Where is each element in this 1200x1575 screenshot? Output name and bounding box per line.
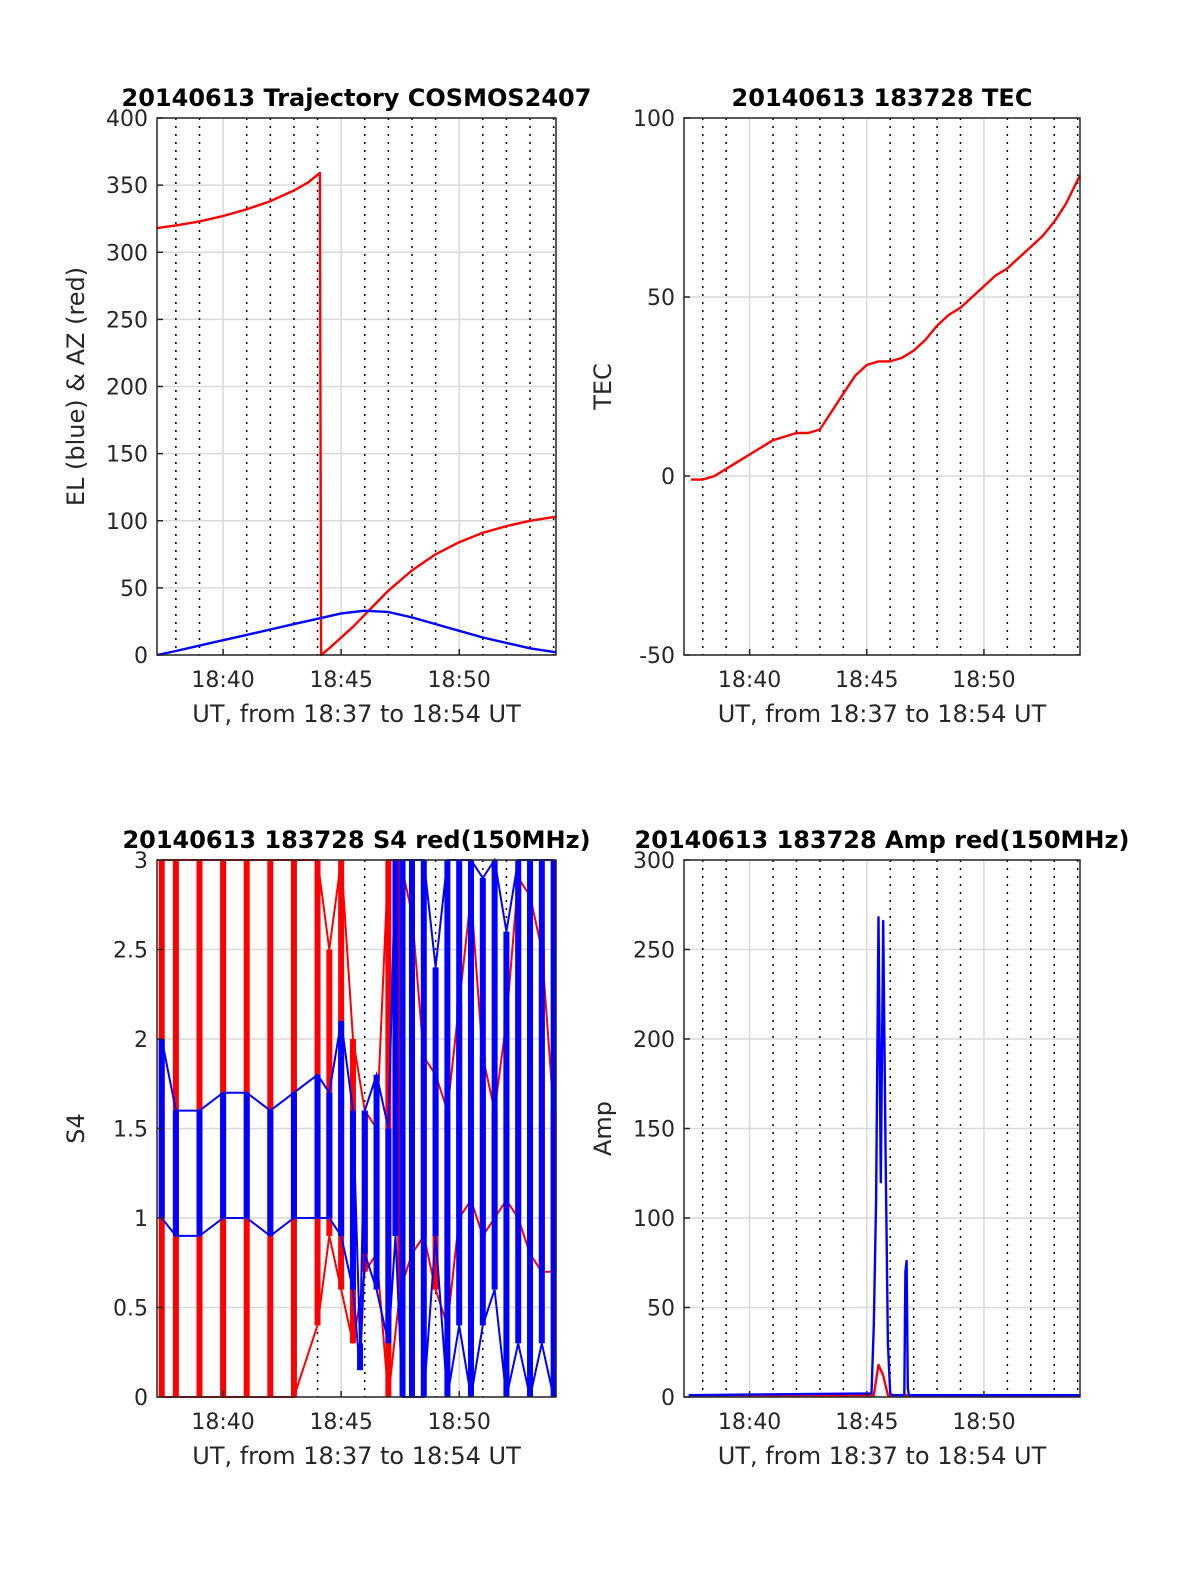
y-axis-label: S4 <box>62 1113 90 1144</box>
data-range-bar <box>314 1074 321 1218</box>
y-tick-label: 200 <box>106 376 148 401</box>
y-axis-label: EL (blue) & AZ (red) <box>62 267 90 506</box>
data-range-bar <box>503 931 510 1397</box>
series-amp-1 <box>688 916 1081 1397</box>
y-tick-label: 300 <box>106 241 148 266</box>
y-tick-label: 250 <box>633 939 675 964</box>
data-range-bar <box>338 1021 345 1236</box>
data-range-bar <box>290 1092 297 1218</box>
data-range-bar <box>361 1110 368 1254</box>
y-tick-label: 50 <box>647 286 675 311</box>
y-tick-label: 2.5 <box>113 939 148 964</box>
y-tick-label: 50 <box>120 577 148 602</box>
axes-box <box>683 117 1081 656</box>
data-range-bar <box>420 860 427 1397</box>
data-range-bar <box>349 1110 356 1290</box>
x-tick-label: 18:40 <box>191 1410 254 1435</box>
x-tick-label: 18:50 <box>952 1410 1015 1435</box>
y-tick-label: 100 <box>106 510 148 535</box>
data-range-bar <box>373 1074 380 1290</box>
x-axis-label: UT, from 18:37 to 18:54 UT <box>192 1442 521 1470</box>
data-range-bar <box>392 860 399 1236</box>
x-axis-label: UT, from 18:37 to 18:54 UT <box>718 700 1047 728</box>
data-range-bar <box>399 860 406 1397</box>
x-tick-label: 18:45 <box>309 1410 372 1435</box>
x-tick-label: 18:45 <box>835 1410 898 1435</box>
series-tec-0 <box>690 174 1082 481</box>
x-tick-label: 18:50 <box>427 668 490 693</box>
panel-trajectory: 0 50 100 150 200 250 300 350 400 18:40 18:45 18:50 2… <box>62 84 591 728</box>
panel-amp: 0 50 100 150 200 250 300 18:40 18:45 18:50 2014061… <box>589 826 1129 1470</box>
series-trajectory-1 <box>156 609 557 657</box>
data-range-bar <box>326 1092 333 1218</box>
y-tick-label: 150 <box>106 443 148 468</box>
series-upper <box>160 857 554 1344</box>
x-tick-label: 18:50 <box>952 668 1015 693</box>
y-axis-label: TEC <box>589 363 617 411</box>
data-range-bar <box>385 1128 392 1344</box>
data-range-bar <box>196 1110 203 1236</box>
y-tick-label: 3 <box>134 849 148 874</box>
data-range-bar <box>456 860 463 1326</box>
data-range-bar <box>243 1092 250 1218</box>
y-tick-label: 1.5 <box>113 1118 148 1143</box>
x-tick-label: 18:45 <box>835 668 898 693</box>
y-tick-label: 200 <box>633 1028 675 1053</box>
y-tick-label: 150 <box>633 1118 675 1143</box>
data-range-bar <box>432 967 439 1236</box>
y-tick-label: -50 <box>639 644 675 669</box>
y-tick-label: 2 <box>134 1028 148 1053</box>
y-tick-label: 350 <box>106 174 148 199</box>
series-line <box>156 609 557 657</box>
x-tick-label: 18:40 <box>718 668 781 693</box>
x-tick-label: 18:50 <box>427 1410 490 1435</box>
series-s4-1 <box>158 857 557 1398</box>
data-range-bar <box>444 860 451 1397</box>
x-tick-label: 18:45 <box>309 668 372 693</box>
data-range-bar <box>468 860 475 1397</box>
series-line <box>688 916 1080 1397</box>
data-range-bar <box>408 860 415 1397</box>
x-tick-label: 18:40 <box>191 668 254 693</box>
y-tick-label: 0 <box>661 465 675 490</box>
y-tick-label: 250 <box>106 308 148 333</box>
x-axis-label: UT, from 18:37 to 18:54 UT <box>718 1442 1047 1470</box>
x-axis-label: UT, from 18:37 to 18:54 UT <box>192 700 521 728</box>
chart-title: 20140613 183728 Amp red(150MHz) <box>635 826 1130 854</box>
y-tick-label: 400 <box>106 107 148 132</box>
series-amp-0 <box>688 1363 1081 1397</box>
series-lower <box>160 1217 555 1398</box>
series-line <box>156 171 557 657</box>
y-tick-label: 0 <box>134 644 148 669</box>
y-tick-label: 100 <box>633 1207 675 1232</box>
y-tick-label: 1 <box>134 1207 148 1232</box>
y-tick-label: 100 <box>633 107 675 132</box>
chart-title: 20140613 183728 S4 red(150MHz) <box>122 826 590 854</box>
y-tick-label: 0.5 <box>113 1297 148 1322</box>
data-range-bar <box>491 860 498 1290</box>
y-tick-label: 0 <box>661 1386 675 1411</box>
data-range-bar <box>220 1092 227 1218</box>
series-line <box>691 174 1082 481</box>
data-range-bar <box>172 1110 179 1236</box>
data-range-bar <box>538 860 545 1344</box>
panel-s4: 0 0.5 1 1.5 2 2.5 3 18:40 18:45 18:50 20140613 183… <box>62 826 591 1470</box>
y-tick-label: 0 <box>134 1386 148 1411</box>
panel-tec: -50 0 50 100 18:40 18:45 18:50 20140613 183728 … <box>589 84 1082 728</box>
data-range-bar <box>527 860 534 1397</box>
x-tick-label: 18:40 <box>718 1410 781 1435</box>
data-range-bar <box>515 860 522 1344</box>
y-axis-label: Amp <box>589 1101 617 1156</box>
series-trajectory-0 <box>156 171 557 657</box>
data-range-bar <box>479 877 486 1326</box>
data-range-bar <box>267 1110 274 1236</box>
chart-title: 20140613 Trajectory COSMOS2407 <box>122 84 592 112</box>
series-line <box>688 1363 1080 1397</box>
y-tick-label: 50 <box>647 1297 675 1322</box>
data-range-bar <box>550 860 557 1397</box>
y-tick-label: 300 <box>633 849 675 874</box>
chart-title: 20140613 183728 TEC <box>732 84 1033 112</box>
